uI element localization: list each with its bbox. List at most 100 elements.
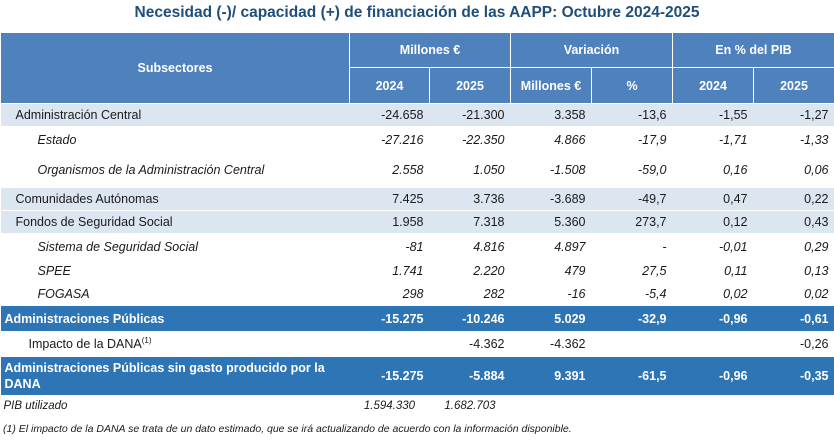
cell-2024: 298 — [349, 282, 430, 306]
cell-2025: -4.362 — [429, 331, 511, 357]
cell-2025: -21.300 — [429, 103, 511, 127]
cell-pib-2025: 0,22 — [753, 188, 834, 211]
cell-pib-2025: 0,02 — [753, 282, 834, 306]
row-label: Administraciones Públicas sin gasto prod… — [0, 356, 350, 395]
cell-pct: 273,7 — [591, 210, 673, 234]
cell-pct: - — [591, 233, 673, 259]
row-spee: SPEE 1.741 2.220 479 27,5 0,11 0,13 — [0, 259, 834, 282]
cell-pib-2025: 0,06 — [753, 152, 834, 188]
cell-pib-2024: 0,11 — [672, 259, 754, 282]
cell-2025: -5.884 — [429, 356, 511, 395]
cell-2025: 1.050 — [429, 152, 511, 188]
cell-pib-2024: 0,12 — [672, 210, 754, 234]
row-admin-central: Administración Central -24.658 -21.300 3… — [0, 103, 834, 127]
cell-2024: 1.741 — [349, 259, 430, 282]
cell-2024: 7.425 — [349, 188, 430, 211]
cell-2024: -27.216 — [349, 126, 430, 152]
row-fss: Fondos de Seguridad Social 1.958 7.318 5… — [0, 210, 834, 234]
row-fogasa: FOGASA 298 282 -16 -5,4 0,02 0,02 — [0, 282, 834, 306]
row-organismos: Organismos de la Administración Central … — [0, 152, 834, 188]
cell-2024: 2.558 — [349, 152, 430, 188]
cell-pib-2024: 0,02 — [672, 282, 754, 306]
header-pib-2025: 2025 — [753, 67, 834, 104]
cell-pib-2024: 0,47 — [672, 188, 754, 211]
header-variacion: Variación — [510, 32, 673, 68]
cell-var: -1.508 — [510, 152, 592, 188]
cell-2025: -10.246 — [429, 305, 511, 331]
cell-2024: -81 — [349, 233, 430, 259]
cell-pib-2024 — [672, 331, 754, 357]
cell-pct: 27,5 — [591, 259, 673, 282]
cell-pib-2025: -1,27 — [753, 103, 834, 127]
row-ccaa: Comunidades Autónomas 7.425 3.736 -3.689… — [0, 188, 834, 211]
cell-pib-2025: -1,33 — [753, 126, 834, 152]
row-label: Estado — [0, 126, 350, 152]
cell-var: 5.360 — [510, 210, 592, 234]
cell-2025: 2.220 — [429, 259, 511, 282]
cell-pct: -61,5 — [591, 356, 673, 395]
cell-2025: 7.318 — [429, 210, 511, 234]
cell-pib-2025: -0,26 — [753, 331, 834, 357]
cell-var: -3.689 — [510, 188, 592, 211]
pib-2024: 1.594.330 — [363, 400, 416, 412]
cell-var: 479 — [510, 259, 592, 282]
header-millones: Millones € — [349, 32, 511, 68]
cell-2025: 3.736 — [429, 188, 511, 211]
row-aapp-sin-dana: Administraciones Públicas sin gasto prod… — [0, 356, 834, 395]
cell-pib-2025: 0,43 — [753, 210, 834, 234]
row-label: Administraciones Públicas — [0, 305, 350, 331]
cell-var: 4.897 — [510, 233, 592, 259]
cell-2024: -15.275 — [349, 305, 430, 331]
header-2024: 2024 — [349, 67, 430, 104]
cell-pct: -13,6 — [591, 103, 673, 127]
row-label: FOGASA — [0, 282, 350, 306]
footnote-ref: (1) — [141, 335, 152, 345]
row-label: Organismos de la Administración Central — [0, 152, 350, 188]
footnote: (1) El impacto de la DANA se trata de un… — [3, 423, 572, 435]
cell-2025: 282 — [429, 282, 511, 306]
cell-pib-2024: -1,55 — [672, 103, 754, 127]
row-pib: PIB utilizado 1.594.330 1.682.703 — [1, 395, 834, 417]
cell-2025: -22.350 — [429, 126, 511, 152]
cell-pib-2024: -0,01 — [672, 233, 754, 259]
cell-pct: -49,7 — [591, 188, 673, 211]
cell-2024: -24.658 — [349, 103, 430, 127]
header-pct-pib: En % del PIB — [672, 32, 834, 68]
cell-2024: -15.275 — [349, 356, 430, 395]
cell-2024 — [349, 331, 430, 357]
cell-pct: -17,9 — [591, 126, 673, 152]
cell-var: 4.866 — [510, 126, 592, 152]
cell-var: 5.029 — [510, 305, 592, 331]
pib-2025: 1.682.703 — [444, 400, 496, 412]
cell-var: -16 — [510, 282, 592, 306]
cell-2025: 4.816 — [429, 233, 511, 259]
row-label-cell: Impacto de la DANA(1) — [0, 331, 350, 357]
row-sss: Sistema de Seguridad Social -81 4.816 4.… — [0, 233, 834, 259]
row-label: Comunidades Autónomas — [0, 188, 350, 211]
header-pib-2024: 2024 — [672, 67, 754, 104]
row-label: Impacto de la DANA — [28, 337, 142, 352]
cell-var: -4.362 — [510, 331, 592, 357]
cell-pct: -59,0 — [591, 152, 673, 188]
cell-var: 3.358 — [510, 103, 592, 127]
cell-pib-2024: -0,96 — [672, 305, 754, 331]
header-subsectores: Subsectores — [0, 32, 350, 104]
row-label: SPEE — [0, 259, 350, 282]
cell-pib-2025: 0,13 — [753, 259, 834, 282]
row-label: Fondos de Seguridad Social — [0, 210, 350, 234]
cell-pib-2025: -0,61 — [753, 305, 834, 331]
row-label: Sistema de Seguridad Social — [0, 233, 350, 259]
cell-pct: -5,4 — [591, 282, 673, 306]
row-dana: Impacto de la DANA(1) -4.362 -4.362 -0,2… — [0, 331, 834, 357]
row-estado: Estado -27.216 -22.350 4.866 -17,9 -1,71… — [0, 126, 834, 152]
cell-pct: -32,9 — [591, 305, 673, 331]
cell-pct — [591, 331, 673, 357]
cell-pib-2025: 0,29 — [753, 233, 834, 259]
header-2025: 2025 — [429, 67, 511, 104]
row-label: Administración Central — [0, 103, 350, 127]
header-var-pct: % — [591, 67, 673, 104]
header-var-millones: Millones € — [510, 67, 592, 104]
cell-2024: 1.958 — [349, 210, 430, 234]
cell-pib-2024: -1,71 — [672, 126, 754, 152]
table-title: Necesidad (-)/ capacidad (+) de financia… — [134, 4, 700, 21]
